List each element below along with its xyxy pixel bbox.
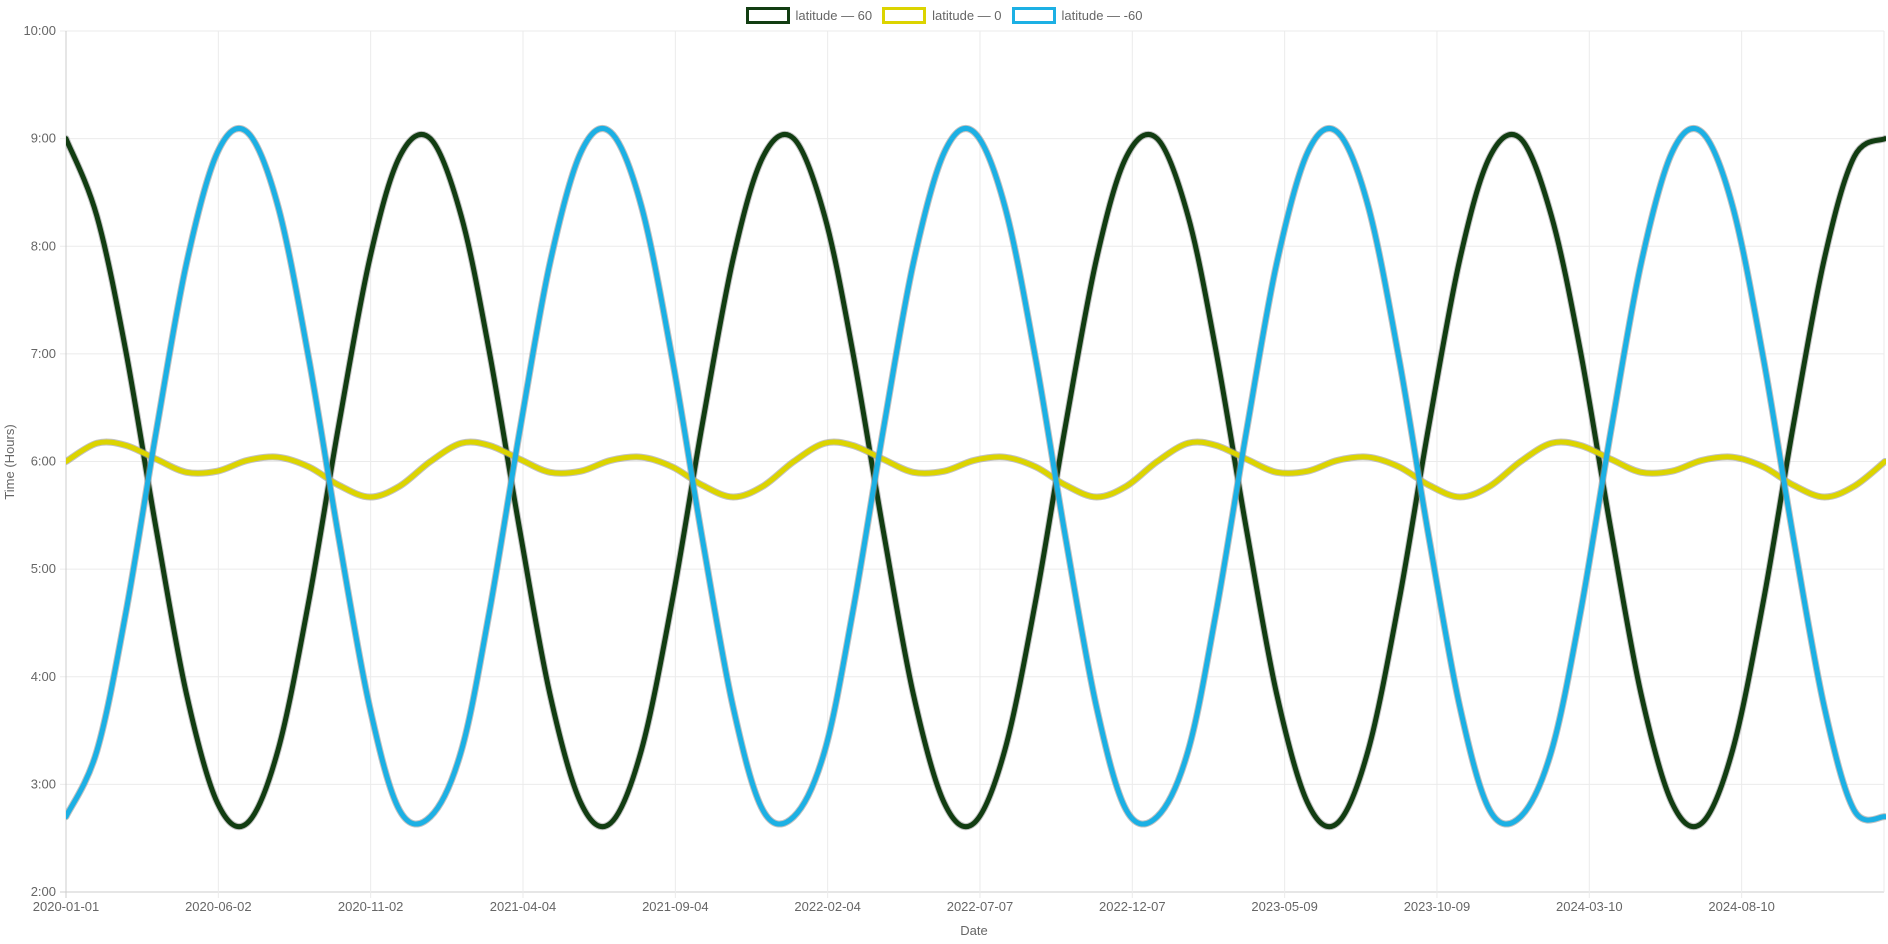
legend-swatch: [745, 7, 790, 24]
legend-label: latitude — 60: [795, 8, 873, 23]
series-lines: [66, 125, 1886, 831]
y-tick-label: 4:00: [31, 669, 56, 684]
legend-swatch: [1011, 7, 1056, 24]
legend: latitude — 60 latitude — 0 latitude — -6…: [0, 7, 1888, 24]
legend-item-lat-neg60[interactable]: latitude — -60: [1011, 7, 1143, 24]
legend-swatch: [882, 7, 927, 24]
x-tick-label: 2020-06-02: [185, 899, 252, 914]
x-tick-label: 2022-12-07: [1099, 899, 1166, 914]
x-tick-label: 2022-07-07: [947, 899, 1014, 914]
x-tick-label: 2020-01-01: [33, 899, 100, 914]
x-tick-label: 2024-03-10: [1556, 899, 1623, 914]
y-tick-label: 10:00: [23, 23, 56, 38]
series-outline: [66, 131, 1886, 831]
x-axis-label: Date: [960, 923, 987, 938]
y-tick-label: 7:00: [31, 346, 56, 361]
y-tick-label: 6:00: [31, 454, 56, 469]
y-tick-label: 8:00: [31, 238, 56, 253]
series-line-2: [66, 126, 1886, 827]
y-tick-label: 2:00: [31, 884, 56, 899]
x-tick-label: 2023-05-09: [1251, 899, 1318, 914]
x-tick-label: 2020-11-02: [338, 899, 404, 914]
x-tick-label: 2024-08-10: [1708, 899, 1775, 914]
legend-label: latitude — -60: [1061, 8, 1143, 23]
legend-item-lat-0[interactable]: latitude — 0: [882, 7, 1002, 24]
x-tick-label: 2022-02-04: [794, 899, 861, 914]
legend-label: latitude — 0: [932, 8, 1002, 23]
series-line-0: [66, 132, 1886, 830]
y-axis-label: Time (Hours): [2, 424, 17, 499]
series-outline: [66, 125, 1886, 828]
y-tick-label: 3:00: [31, 776, 56, 791]
x-tick-label: 2021-04-04: [490, 899, 557, 914]
series-outline: [66, 438, 1886, 501]
series-line-1: [66, 439, 1886, 500]
axis-ticks: 2:00 3:00 4:00 5:00 6:00 7:00 8:00 9:00 10:00 202…: [23, 23, 1774, 914]
legend-item-lat-60[interactable]: latitude — 60: [745, 7, 873, 24]
y-tick-label: 5:00: [31, 561, 56, 576]
x-tick-label: 2021-09-04: [642, 899, 709, 914]
x-tick-label: 2023-10-09: [1404, 899, 1471, 914]
y-tick-label: 9:00: [31, 131, 56, 146]
